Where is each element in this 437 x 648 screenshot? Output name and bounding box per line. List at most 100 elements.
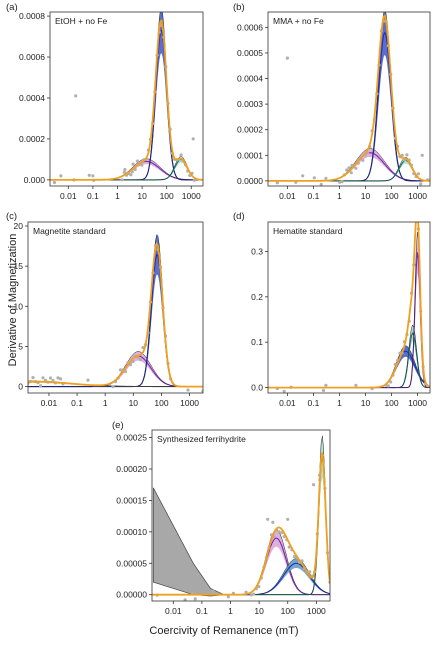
x-tick-label: 10 bbox=[361, 191, 371, 201]
total-fit-line bbox=[50, 18, 203, 181]
x-tick-label: 10 bbox=[129, 398, 139, 408]
data-point bbox=[226, 595, 230, 599]
y-tick-label: 0.0003 bbox=[237, 99, 263, 109]
data-point bbox=[138, 358, 143, 362]
x-tick-label: 0.01 bbox=[279, 191, 296, 201]
chart-panel-b: 0.01 0.1 1 10 100 1000 0.0000 0.0001 0.0002 0.000… bbox=[233, 2, 431, 201]
x-tick-label: 0.1 bbox=[196, 606, 208, 616]
data-point bbox=[133, 167, 137, 172]
y-tick-label: 0.000 bbox=[24, 175, 46, 185]
data-point bbox=[179, 153, 183, 157]
data-point bbox=[400, 153, 404, 157]
y-tick-label: 0.2 bbox=[251, 292, 263, 302]
data-point bbox=[128, 363, 133, 367]
x-axis-label: Coercivity of Remanence (mT) bbox=[149, 625, 298, 637]
data-point bbox=[275, 181, 279, 185]
chart-panel-e: 0.01 0.1 1 10 100 1000 0.00000 0.00005 0.00010 0.… bbox=[112, 420, 331, 616]
y-axis-label: Derivative of Magnetization bbox=[7, 234, 19, 367]
y-tick-label: 0.0002 bbox=[237, 125, 263, 135]
x-tick-label: 0.1 bbox=[308, 398, 320, 408]
data-point bbox=[416, 172, 420, 176]
y-tick-label: 0.0004 bbox=[237, 74, 263, 84]
soft-component-line bbox=[50, 160, 203, 181]
y-tick-label: 20 bbox=[14, 221, 24, 231]
panel-title: EtOH + no Fe bbox=[55, 16, 107, 26]
x-tick-label: 10 bbox=[137, 191, 147, 201]
x-tick-label: 0.1 bbox=[308, 191, 320, 201]
x-tick-label: 0.01 bbox=[279, 398, 296, 408]
panel-title: Magnetite standard bbox=[33, 226, 106, 236]
soft-component-upper-bound bbox=[268, 148, 430, 182]
panel-letter: (c) bbox=[6, 211, 17, 222]
total-fit-line bbox=[268, 14, 430, 182]
data-point bbox=[111, 385, 115, 389]
panel-title: MMA + no Fe bbox=[273, 16, 324, 26]
main-component-band bbox=[28, 234, 203, 387]
data-point bbox=[86, 378, 90, 382]
panel-title: Synthesized ferrihydrite bbox=[157, 434, 246, 444]
data-point bbox=[131, 162, 135, 166]
data-point bbox=[193, 597, 197, 601]
data-point bbox=[257, 585, 261, 589]
data-point bbox=[120, 178, 124, 182]
data-point bbox=[131, 359, 135, 364]
x-tick-label: 1000 bbox=[307, 606, 326, 616]
data-point bbox=[389, 380, 393, 384]
soft-component-band bbox=[268, 148, 430, 181]
y-tick-label: 0.0006 bbox=[19, 52, 45, 62]
data-point bbox=[321, 388, 326, 393]
data-point bbox=[59, 174, 63, 178]
data-point bbox=[58, 377, 63, 381]
data-point bbox=[129, 173, 133, 177]
y-tick-label: 0.0005 bbox=[237, 48, 263, 58]
data-point bbox=[308, 570, 312, 574]
main-component-line bbox=[268, 350, 430, 389]
soft-component-upper-bound bbox=[268, 232, 430, 388]
data-point bbox=[349, 171, 353, 175]
data-point bbox=[249, 593, 253, 597]
main-component-upper-bound bbox=[28, 233, 203, 387]
y-tick-label: 0.00025 bbox=[116, 433, 147, 443]
data-point bbox=[419, 182, 423, 186]
data-point bbox=[292, 555, 296, 559]
x-tick-label: 0.01 bbox=[165, 606, 182, 616]
data-point bbox=[87, 173, 91, 177]
x-tick-label: 100 bbox=[384, 398, 398, 408]
low-tail-uncertainty-band bbox=[152, 487, 226, 597]
y-tick-label: 0.0008 bbox=[19, 11, 45, 21]
panel-letter: (d) bbox=[233, 211, 245, 222]
data-point bbox=[52, 180, 57, 185]
data-point bbox=[361, 158, 365, 162]
data-point bbox=[338, 180, 342, 184]
y-tick-label: 0.0 bbox=[251, 383, 263, 393]
total-fit-line bbox=[28, 241, 203, 388]
data-point bbox=[340, 180, 344, 184]
y-tick-label: 0.1 bbox=[251, 337, 263, 347]
y-tick-label: 15 bbox=[14, 261, 24, 271]
x-tick-label: 100 bbox=[154, 398, 168, 408]
chart-panel-a: 0.01 0.1 1 10 100 1000 0.000 0.0002 0.0004 0.0006… bbox=[6, 2, 204, 201]
x-tick-label: 1000 bbox=[180, 398, 199, 408]
data-point bbox=[386, 384, 390, 388]
data-point bbox=[183, 598, 187, 601]
outlier-point bbox=[271, 520, 275, 525]
data-point bbox=[31, 376, 35, 380]
outlier-point bbox=[286, 517, 290, 521]
y-tick-label: 5 bbox=[18, 341, 23, 351]
x-tick-label: 0.1 bbox=[87, 191, 99, 201]
data-point bbox=[345, 168, 349, 172]
panel-letter: (e) bbox=[112, 420, 124, 431]
x-tick-label: 0.1 bbox=[71, 398, 83, 408]
x-tick-label: 1000 bbox=[408, 398, 427, 408]
y-tick-label: 0 bbox=[18, 382, 23, 392]
x-tick-label: 0.01 bbox=[60, 191, 77, 201]
panel-letter: (a) bbox=[6, 2, 18, 13]
data-point bbox=[277, 530, 281, 534]
x-tick-label: 1000 bbox=[182, 191, 201, 201]
data-point bbox=[415, 216, 418, 219]
plot-frame bbox=[27, 221, 204, 394]
data-point bbox=[347, 166, 351, 170]
data-point bbox=[301, 174, 305, 178]
data-point bbox=[56, 376, 60, 380]
